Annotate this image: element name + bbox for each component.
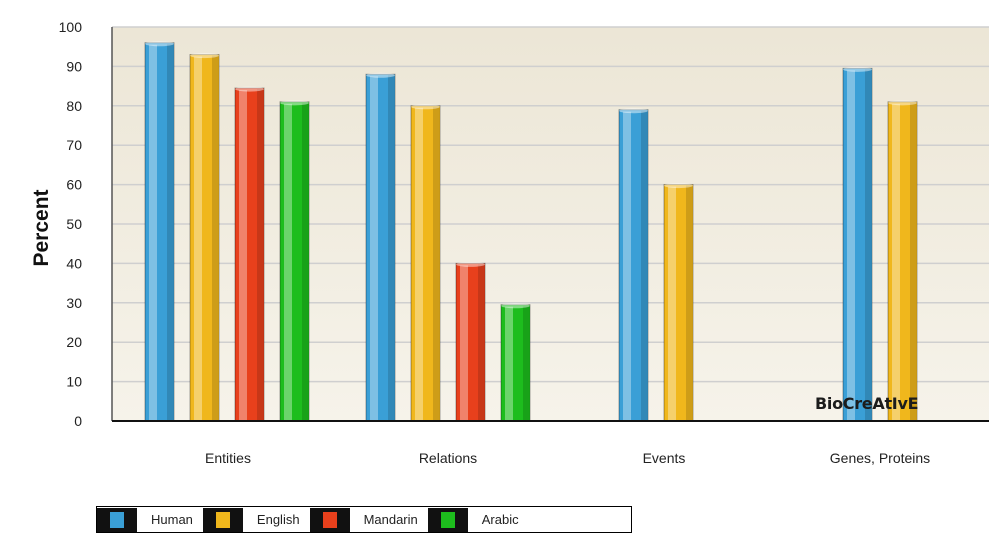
- bar: [410, 104, 441, 422]
- y-tick-label: 80: [66, 98, 82, 114]
- biocreative-logo: BioCreAtIvE: [815, 394, 919, 413]
- y-tick-label: 60: [66, 177, 82, 193]
- bar: [663, 183, 694, 422]
- x-category-label: Relations: [419, 450, 477, 466]
- legend-swatch: [309, 507, 350, 532]
- bar: [279, 100, 310, 422]
- x-category-label: Events: [643, 450, 686, 466]
- y-tick-label: 70: [66, 137, 82, 153]
- bar: [455, 261, 486, 422]
- bar: [842, 66, 873, 422]
- bar: [887, 100, 918, 422]
- legend-item: Arabic: [427, 507, 529, 532]
- axes: [111, 27, 989, 422]
- legend-label: Human: [151, 512, 193, 527]
- bar: [189, 53, 220, 422]
- x-category-labels: Entities Relations Events Genes, Proteins: [205, 450, 930, 466]
- x-category-label: Genes, Proteins: [830, 450, 930, 466]
- bar: [500, 303, 531, 422]
- legend-swatch: [427, 507, 468, 532]
- legend-label: English: [256, 512, 300, 527]
- legend: Human English Mandarin Arabic: [96, 506, 632, 533]
- y-tick-label: 0: [74, 413, 82, 429]
- y-tick-labels: 0 10 20 30 40 50 60 70 80 90 100: [59, 19, 83, 429]
- bar: [365, 72, 396, 422]
- bars: [144, 41, 918, 422]
- legend-label: Mandarin: [363, 512, 418, 527]
- bar: [234, 86, 265, 422]
- y-tick-label: 20: [66, 334, 82, 350]
- y-tick-label: 50: [66, 216, 82, 232]
- y-tick-label: 30: [66, 295, 82, 311]
- legend-item: Mandarin: [309, 507, 428, 532]
- legend-item: Human: [97, 507, 203, 532]
- legend-swatch: [97, 507, 137, 532]
- legend-label: Arabic: [481, 512, 519, 527]
- legend-item: English: [202, 507, 310, 532]
- bar-chart: 0 10 20 30 40 50 60 70 80 90 100 Entities Relations…: [30, 19, 989, 466]
- bar: [144, 41, 175, 422]
- y-tick-label: 90: [66, 58, 82, 74]
- y-tick-label: 10: [66, 374, 82, 390]
- y-tick-label: 40: [66, 255, 82, 271]
- x-category-label: Entities: [205, 450, 251, 466]
- bar: [618, 108, 649, 422]
- y-tick-label: 100: [59, 19, 83, 35]
- y-axis-label: Percent: [30, 189, 53, 266]
- legend-swatch: [202, 507, 243, 532]
